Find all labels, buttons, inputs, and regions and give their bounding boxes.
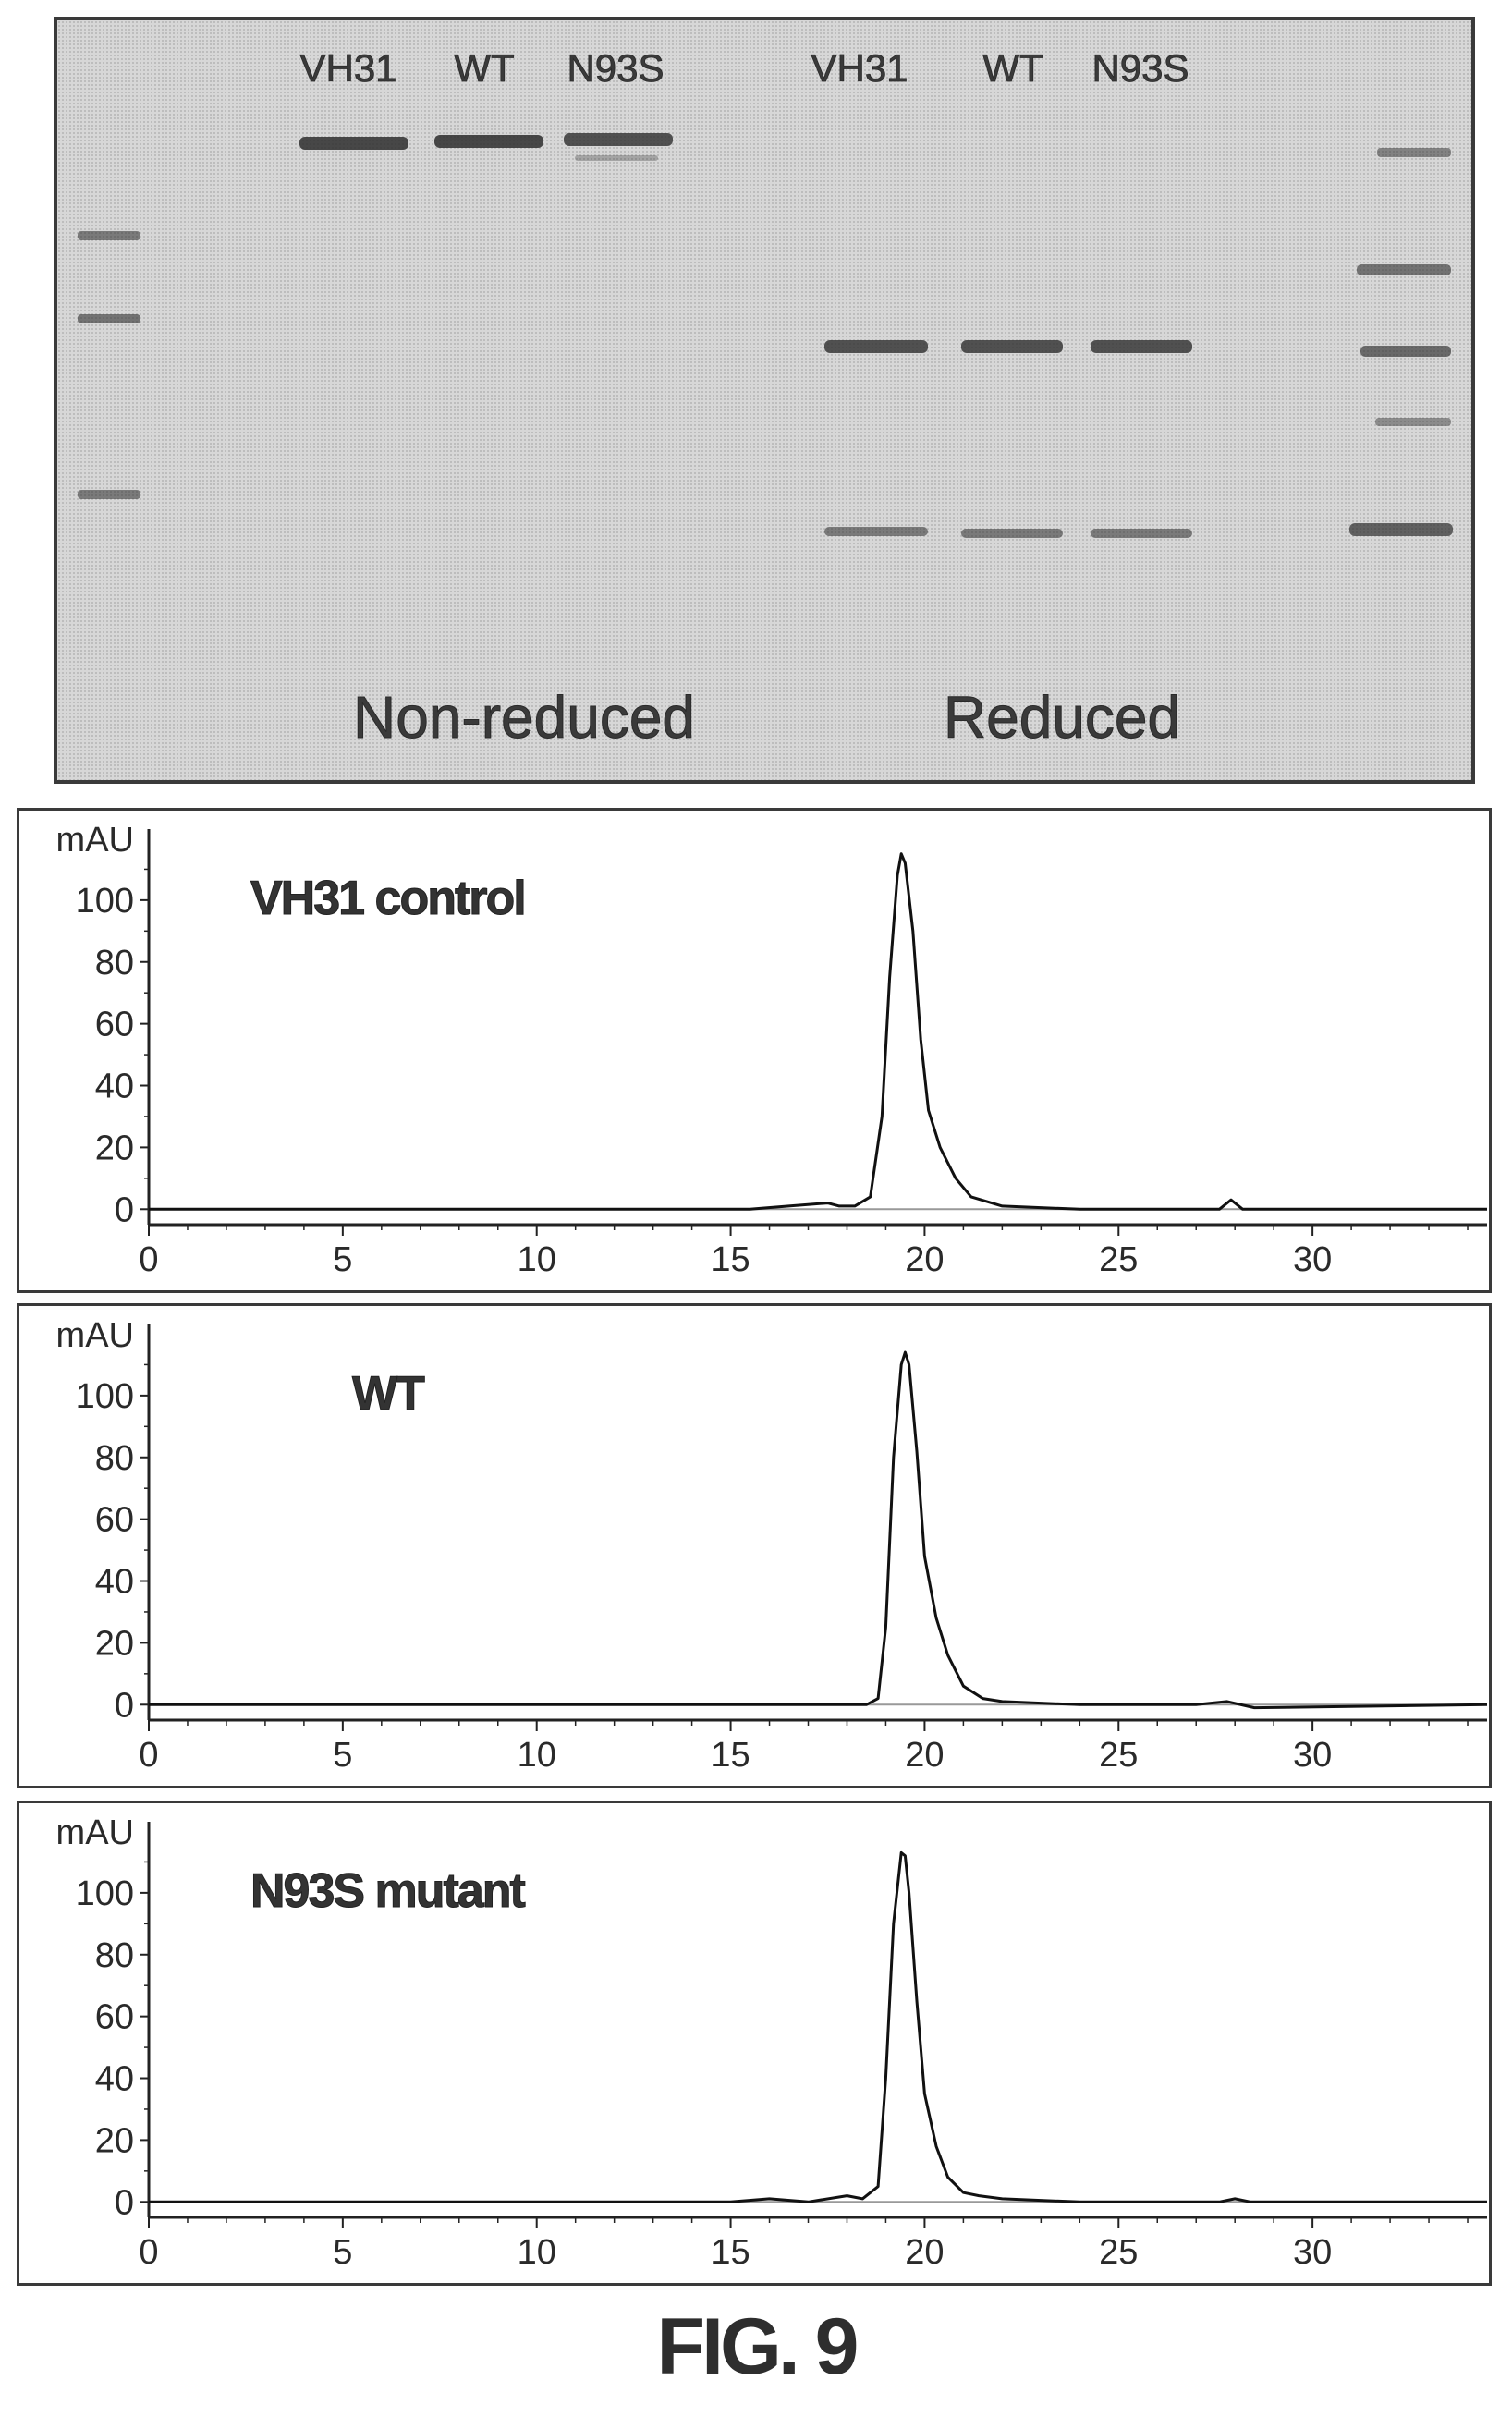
ladder-band bbox=[1360, 346, 1451, 357]
x-tick-label: 10 bbox=[518, 1240, 556, 1279]
y-tick-label: 80 bbox=[95, 1439, 134, 1478]
figure-label: FIG. 9 bbox=[656, 2302, 860, 2391]
y-axis-label: mAU bbox=[56, 821, 134, 860]
chart-title: VH31 control bbox=[250, 872, 525, 925]
ladder-band bbox=[1377, 148, 1451, 157]
y-tick-label: 20 bbox=[95, 1624, 134, 1663]
x-tick-label: 5 bbox=[333, 1240, 352, 1279]
y-tick-label: 80 bbox=[95, 1936, 134, 1975]
gel-band-nonreduced-n93s-faint bbox=[575, 155, 658, 161]
ladder-band bbox=[78, 314, 140, 323]
gel-bands bbox=[78, 133, 1453, 538]
y-tick-label: 100 bbox=[76, 1874, 134, 1913]
x-tick-label: 15 bbox=[711, 1736, 750, 1775]
y-tick-label: 20 bbox=[95, 2121, 134, 2160]
chromatogram-chart: 0 20 40 60 80 100 mAU 0 5 10 15 20 25 30 VH31 control bbox=[56, 821, 1487, 1279]
lane-label: WT bbox=[982, 46, 1043, 90]
y-tick-label: 20 bbox=[95, 1129, 134, 1167]
x-tick-label: 25 bbox=[1099, 1736, 1138, 1775]
x-tick-label: 15 bbox=[711, 2233, 750, 2272]
ladder-band bbox=[1349, 523, 1453, 536]
lane-label: VH31 bbox=[299, 46, 396, 90]
chromatogram-trace bbox=[149, 1350, 1488, 1710]
gel-caption-nonreduced: Non-reduced bbox=[353, 684, 695, 751]
y-tick-label: 40 bbox=[95, 1563, 134, 1602]
x-tick-label: 20 bbox=[905, 1240, 944, 1279]
chromatogram-trace bbox=[149, 1850, 1487, 2203]
chromatogram-trace bbox=[149, 852, 1487, 1211]
x-tick-label: 10 bbox=[518, 2233, 556, 2272]
lane-label: N93S bbox=[1091, 46, 1189, 90]
gel-band-reduced-vh31-heavy bbox=[824, 340, 928, 353]
gel-band-reduced-n93s-heavy bbox=[1091, 340, 1192, 353]
y-tick-label: 60 bbox=[95, 1006, 134, 1044]
ladder-band bbox=[78, 231, 140, 240]
sds-page-gel: VH31 WT N93S VH31 WT N93S Non-reduced Re… bbox=[54, 17, 1475, 784]
lane-label: WT bbox=[454, 46, 514, 90]
x-tick-label: 5 bbox=[333, 2233, 352, 2272]
y-tick-label: 0 bbox=[115, 1686, 134, 1725]
chromatogram-chart: 0 20 40 60 80 100 mAU 0 5 10 15 20 25 30 N93S mutant bbox=[56, 1813, 1487, 2272]
y-tick-label: 60 bbox=[95, 1501, 134, 1540]
x-tick-label: 30 bbox=[1293, 2233, 1332, 2272]
y-tick-label: 40 bbox=[95, 2060, 134, 2099]
chart-title: N93S mutant bbox=[250, 1864, 526, 1918]
x-tick-label: 0 bbox=[139, 2233, 158, 2272]
gel-caption-reduced: Reduced bbox=[944, 684, 1180, 751]
gel-band-nonreduced-vh31 bbox=[299, 137, 408, 150]
gel-band-reduced-wt-heavy bbox=[961, 340, 1063, 353]
chromatogram-panel-n93s: 0 20 40 60 80 100 mAU 0 5 10 15 20 25 30 N93S mutant bbox=[17, 1801, 1492, 2286]
x-tick-label: 10 bbox=[518, 1736, 556, 1775]
x-tick-label: 20 bbox=[905, 2233, 944, 2272]
ladder-band bbox=[1375, 418, 1451, 426]
lane-label: VH31 bbox=[811, 46, 908, 90]
x-tick-label: 25 bbox=[1099, 2233, 1138, 2272]
lane-label: N93S bbox=[567, 46, 664, 90]
chart-title: WT bbox=[352, 1367, 425, 1421]
y-tick-label: 0 bbox=[115, 2183, 134, 2222]
y-axis-label: mAU bbox=[56, 1316, 134, 1355]
x-tick-label: 25 bbox=[1099, 1240, 1138, 1279]
gel-band-nonreduced-wt bbox=[434, 135, 543, 148]
chromatogram-panel-vh31: 0 20 40 60 80 100 mAU 0 5 10 15 20 25 30 VH31 control bbox=[17, 808, 1492, 1293]
x-tick-label: 30 bbox=[1293, 1240, 1332, 1279]
y-tick-label: 80 bbox=[95, 944, 134, 983]
y-axis-label: mAU bbox=[56, 1813, 134, 1852]
gel-band-reduced-vh31-light bbox=[824, 527, 928, 536]
ladder-band bbox=[78, 490, 140, 499]
y-tick-label: 0 bbox=[115, 1190, 134, 1229]
x-tick-label: 5 bbox=[333, 1736, 352, 1775]
ladder-band bbox=[1357, 264, 1451, 275]
y-tick-label: 100 bbox=[76, 1377, 134, 1416]
y-tick-label: 40 bbox=[95, 1068, 134, 1106]
y-tick-label: 100 bbox=[76, 882, 134, 921]
x-tick-label: 20 bbox=[905, 1736, 944, 1775]
x-tick-label: 0 bbox=[139, 1736, 158, 1775]
y-tick-label: 60 bbox=[95, 1998, 134, 2037]
chromatogram-panel-wt: 0 20 40 60 80 100 mAU 0 5 10 15 20 25 30 WT bbox=[17, 1303, 1492, 1788]
x-tick-label: 0 bbox=[139, 1240, 158, 1279]
gel-band-reduced-n93s-light bbox=[1091, 529, 1192, 538]
gel-band-nonreduced-n93s bbox=[564, 133, 673, 146]
x-tick-label: 15 bbox=[711, 1240, 750, 1279]
x-tick-label: 30 bbox=[1293, 1736, 1332, 1775]
gel-band-reduced-wt-light bbox=[961, 529, 1063, 538]
chromatogram-chart: 0 20 40 60 80 100 mAU 0 5 10 15 20 25 30 WT bbox=[56, 1316, 1488, 1775]
